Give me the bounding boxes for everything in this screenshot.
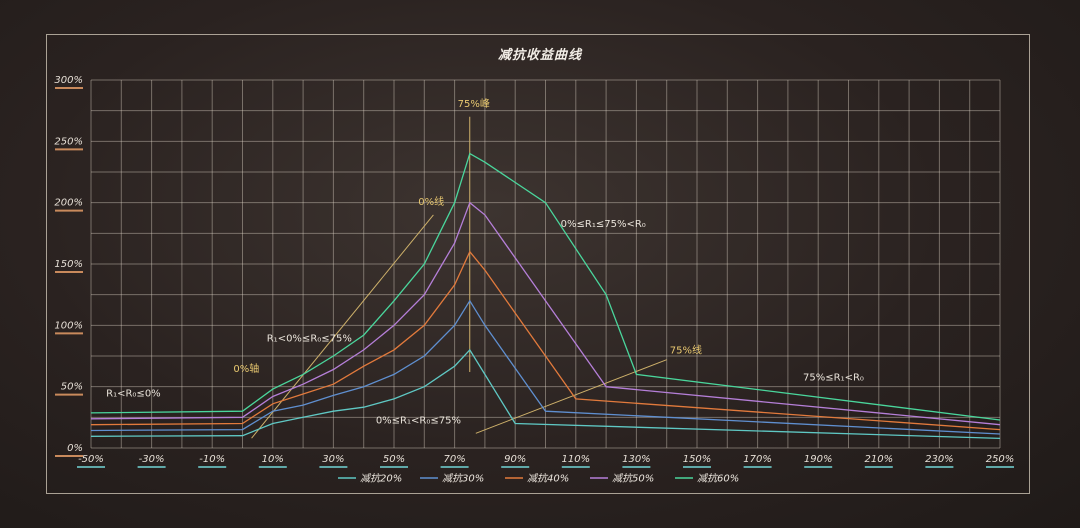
x-tick-label: 170% [743,454,772,465]
y-tick-label: 150% [54,259,83,270]
zero-percent-guide [251,214,434,439]
annotation: 75%峰 [458,98,490,110]
legend-label: 减抗20% [360,473,402,485]
x-tick-label: 90% [504,454,526,465]
annotations: R₁<R₀≤0% 0%轴 R₁<0%≤R₀≤75% 0%线 75%峰 0%≤R₁≤75%<… [106,98,864,426]
x-tick-label: 250% [986,454,1015,465]
legend: 减抗20% 减抗30% 减抗40% 减抗50% 减抗60% [338,473,739,485]
annotation: 0%轴 [233,362,259,375]
series-lines [90,152,1001,440]
chart-title: 减抗收益曲线 [497,48,582,63]
series-line-1 [90,348,1001,440]
x-tick-label: 130% [622,454,651,465]
chart-frame [46,34,1030,494]
x-tick-label: 50% [383,454,405,465]
annotation: 0%≤R₁≤75%<R₀ [561,219,646,230]
series-line-4 [90,201,1001,426]
x-tick-label: 30% [322,454,344,465]
y-tick-label: 50% [61,382,83,393]
y-axis-ticks: 0% 50% 100% 150% 200% 250% 300% [54,75,83,457]
x-tick-label: -30% [139,454,165,465]
x-tick-label: 70% [443,454,465,465]
x-tick-label: 230% [925,454,954,465]
annotation: R₁<R₀≤0% [106,388,161,399]
x-tick-label: -10% [199,454,225,465]
x-axis-ticks: -50% -30% -10% 10% 30% 50% 70% 90% 110% 130% 150% 1… [77,454,1015,468]
y-tick-label: 100% [54,320,83,331]
legend-label: 减抗30% [442,473,484,485]
series-line-3 [90,250,1001,431]
annotation: 0%线 [418,195,444,208]
legend-label: 减抗60% [697,473,739,485]
line-75-guide [475,359,667,434]
annotation: 0%≤R₁<R₀≤75% [376,415,461,426]
y-tick-label: 0% [67,443,83,454]
annotation: R₁<0%≤R₀≤75% [267,333,352,344]
legend-label: 减抗50% [612,473,654,485]
x-tick-label: 210% [865,454,894,465]
x-tick-label: -50% [78,454,104,465]
y-tick-label: 200% [54,198,83,209]
annotation: 75%≤R₁<R₀ [803,373,864,384]
legend-label: 减抗40% [527,473,569,485]
y-tick-label: 300% [54,75,83,86]
x-tick-label: 10% [262,454,284,465]
x-tick-label: 150% [683,454,712,465]
series-line-2 [90,299,1001,435]
annotation: 75%线 [670,344,702,357]
series-line-5 [90,152,1001,421]
x-tick-label: 110% [562,454,591,465]
y-tick-label: 250% [54,136,83,147]
x-tick-label: 190% [804,454,833,465]
grid [90,79,1001,449]
